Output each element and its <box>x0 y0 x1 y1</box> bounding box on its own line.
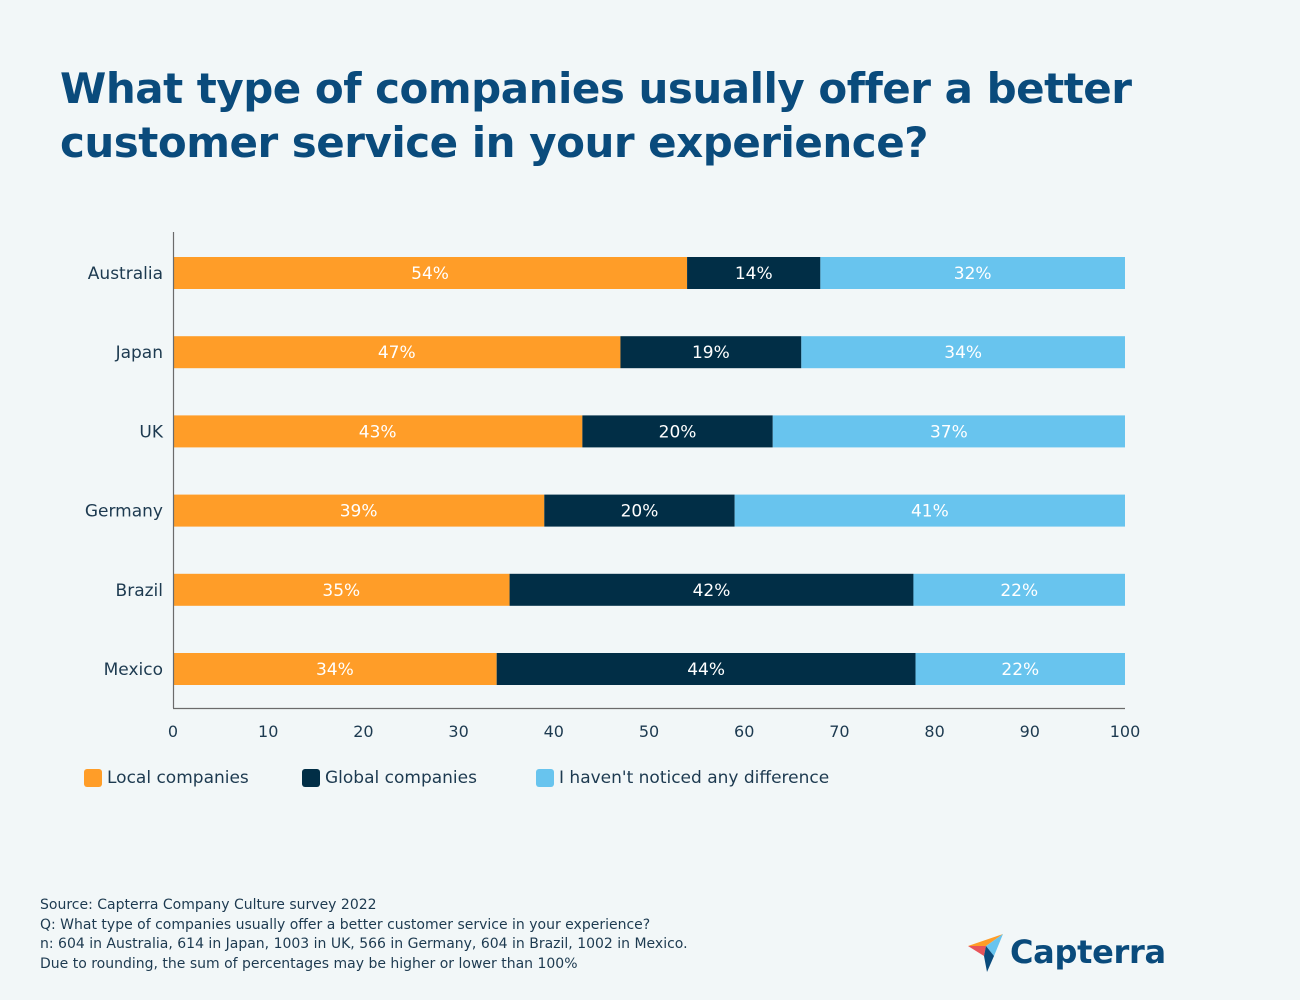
category-labels: Australia Japan UK Germany Brazil Mexico <box>85 264 164 680</box>
legend-label-local: Local companies <box>107 768 249 788</box>
data-label-japan-local: 47% <box>378 343 416 363</box>
legend-swatch-global <box>302 769 320 787</box>
category-label-uk: UK <box>139 422 163 442</box>
x-tick-label-10: 10 <box>258 722 278 741</box>
footnote: Source: Capterra Company Culture survey … <box>40 896 688 974</box>
footnote-source: Source: Capterra Company Culture survey … <box>40 897 377 913</box>
x-tick-label-80: 80 <box>924 722 944 741</box>
legend-label-no-difference: I haven't noticed any difference <box>559 768 830 788</box>
data-label-germany-global: 20% <box>621 502 659 522</box>
bar-japan-no-difference <box>801 336 1125 369</box>
data-label-brazil-global: 42% <box>693 581 731 601</box>
x-tick-label-100: 100 <box>1110 722 1141 741</box>
category-label-mexico: Mexico <box>104 660 163 680</box>
data-label-japan-no-difference: 34% <box>944 343 982 363</box>
bar-mexico-no-difference <box>915 653 1125 685</box>
legend: Local companies Global companies I haven… <box>84 765 829 791</box>
data-label-japan-global: 19% <box>692 343 730 363</box>
x-tick-labels: 0 10 20 30 40 50 60 70 80 90 100 <box>168 722 1140 741</box>
data-label-uk-no-difference: 37% <box>930 422 968 442</box>
footnote-rounding-note: Due to rounding, the sum of percentages … <box>40 955 578 972</box>
data-label-brazil-no-difference: 22% <box>1000 581 1038 601</box>
bar-japan-local <box>173 336 621 369</box>
bar-germany-global <box>544 494 735 527</box>
legend-swatch-no-difference <box>536 769 554 787</box>
bar-australia-global <box>687 257 821 289</box>
x-tick-label-70: 70 <box>829 722 849 741</box>
legend-label-global: Global companies <box>325 768 477 788</box>
data-label-australia-local: 54% <box>411 264 449 284</box>
data-label-mexico-no-difference: 22% <box>1001 660 1039 680</box>
x-tick-label-50: 50 <box>639 722 659 741</box>
capterra-logo: Capterra <box>966 932 1166 972</box>
x-tick-label-90: 90 <box>1020 722 1040 741</box>
legend-item-local: Local companies <box>84 768 302 788</box>
bar-mexico-local <box>173 653 497 685</box>
footnote-sample-size: n: 604 in Australia, 614 in Japan, 1003 … <box>40 936 688 952</box>
legend-item-no-difference: I haven't noticed any difference <box>536 768 829 788</box>
capterra-logo-icon <box>968 934 1003 972</box>
category-label-japan: Japan <box>115 343 163 363</box>
stacked-bar-chart: 54% 14% 32% 47% 19% 34% 43% 20% 37% 39% 20% 41% 35% 4… <box>85 232 1140 741</box>
data-label-australia-no-difference: 32% <box>954 264 992 284</box>
bar-uk-local <box>173 415 583 448</box>
x-tick-label-20: 20 <box>353 722 373 741</box>
bar-germany-local <box>173 494 545 527</box>
data-label-australia-global: 14% <box>735 264 773 284</box>
x-tick-label-0: 0 <box>168 722 178 741</box>
bar-germany-no-difference <box>734 494 1125 527</box>
bars-group: 54% 14% 32% 47% 19% 34% 43% 20% 37% 39% 20% 41% 35% 4… <box>173 257 1125 685</box>
bar-brazil-global <box>509 573 914 606</box>
bar-brazil-local <box>173 573 510 606</box>
data-label-uk-local: 43% <box>359 422 397 442</box>
data-label-mexico-global: 44% <box>687 660 725 680</box>
bar-uk-no-difference <box>772 415 1125 448</box>
data-label-uk-global: 20% <box>659 422 697 442</box>
legend-item-global: Global companies <box>302 768 536 788</box>
bar-japan-global <box>620 336 802 369</box>
x-tick-label-40: 40 <box>544 722 564 741</box>
category-label-brazil: Brazil <box>116 581 163 601</box>
data-label-germany-local: 39% <box>340 502 378 522</box>
x-tick-label-60: 60 <box>734 722 754 741</box>
capterra-logo-text: Capterra <box>1010 933 1166 971</box>
bar-brazil-no-difference <box>913 573 1125 606</box>
data-label-brazil-local: 35% <box>322 581 360 601</box>
bar-australia-no-difference <box>820 257 1125 289</box>
category-label-germany: Germany <box>85 502 163 522</box>
x-tick-label-30: 30 <box>448 722 468 741</box>
footnote-question: Q: What type of companies usually offer … <box>40 916 651 933</box>
bar-uk-global <box>582 415 773 448</box>
data-label-mexico-local: 34% <box>316 660 354 680</box>
bar-australia-local <box>173 257 688 289</box>
chart-title: What type of companies usually offer a b… <box>60 64 1132 167</box>
data-label-germany-no-difference: 41% <box>911 502 949 522</box>
bar-mexico-global <box>496 653 916 685</box>
category-label-australia: Australia <box>88 264 163 284</box>
legend-swatch-local <box>84 769 102 787</box>
